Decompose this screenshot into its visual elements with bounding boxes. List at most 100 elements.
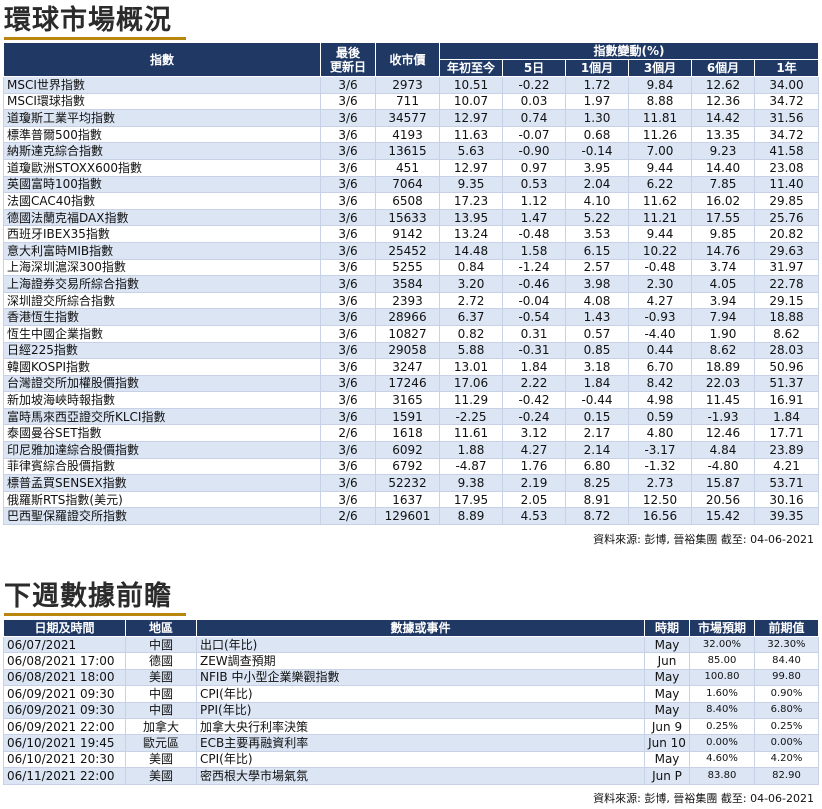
header-3m: 3個月 (628, 59, 692, 77)
table-row: 06/09/2021 09:30 中國 PPI(年比) May 8.40% 6.80% (3, 701, 819, 719)
cell-last-update: 3/6 (320, 457, 376, 476)
cell-ytd: 17.06 (439, 374, 503, 393)
cell-5d: 1.76 (502, 457, 566, 476)
cell-ytd: 11.63 (439, 125, 503, 144)
cell-3m: 6.22 (628, 175, 692, 194)
cell-6m: 14.76 (691, 241, 755, 260)
table-row: 標普孟買SENSEX指數 3/6 52232 9.38 2.19 8.25 2.73 15.8… (3, 474, 819, 492)
cell-close: 9142 (375, 225, 440, 243)
cell-6m: 12.62 (691, 76, 755, 94)
cell-close: 4193 (375, 125, 440, 144)
cell-5d: -1.24 (502, 258, 566, 277)
cell-forecast: 8.40% (689, 701, 755, 719)
cell-1m: 2.04 (565, 175, 629, 194)
header-previous: 前期值 (754, 619, 819, 637)
cell-period: Jun (644, 652, 690, 670)
cell-1y: 31.56 (754, 109, 819, 127)
cell-ytd: 5.63 (439, 142, 503, 160)
cell-last-update: 3/6 (320, 208, 376, 227)
cell-last-update: 3/6 (320, 308, 376, 326)
cell-datetime: 06/07/2021 (3, 635, 126, 654)
cell-3m: 8.42 (628, 374, 692, 393)
table-row: 新加坡海峽時報指數 3/6 3165 11.29 -0.42 -0.44 4.98 11.45… (3, 391, 819, 409)
cell-3m: 0.59 (628, 407, 692, 426)
cell-3m: 4.27 (628, 291, 692, 310)
table-row: 06/09/2021 22:00 加拿大 加拿大央行利率決策 Jun 9 0.25% 0.… (3, 717, 819, 736)
cell-index-name: 德國法蘭克福DAX指數 (3, 208, 321, 227)
cell-region: 歐元區 (125, 734, 197, 752)
cell-period: Jun P (644, 767, 690, 785)
cell-last-update: 3/6 (320, 175, 376, 194)
header-ytd: 年初至今 (439, 59, 503, 77)
cell-forecast: 4.60% (689, 750, 755, 769)
cell-last-update: 3/6 (320, 358, 376, 376)
cell-1y: 1.84 (754, 407, 819, 426)
table-row: 上海證券交易所綜合指數 3/6 3584 3.20 -0.46 3.98 2.30 4.05 2… (3, 275, 819, 293)
cell-6m: 7.85 (691, 175, 755, 194)
cell-last-update: 3/6 (320, 125, 376, 144)
table-row: 日經225指數 3/6 29058 5.88 -0.31 0.85 0.44 8.62 28.0… (3, 341, 819, 360)
cell-previous: 99.80 (754, 668, 819, 687)
cell-1m: 3.95 (565, 158, 629, 177)
cell-1m: 6.80 (565, 457, 629, 476)
cell-1m: 1.43 (565, 308, 629, 326)
cell-1m: -0.14 (565, 142, 629, 160)
cell-period: Jun 9 (644, 717, 690, 736)
cell-3m: 6.70 (628, 358, 692, 376)
table-row: MSCI世界指數 3/6 2973 10.51 -0.22 1.72 9.84 12.62 34… (3, 76, 819, 94)
header-index: 指數 (3, 42, 321, 77)
cell-index-name: 韓國KOSPI指數 (3, 358, 321, 376)
cell-1y: 16.91 (754, 391, 819, 409)
cell-6m: 7.94 (691, 308, 755, 326)
cell-close: 3165 (375, 391, 440, 409)
cell-1m: 4.10 (565, 192, 629, 210)
cell-1y: 30.16 (754, 490, 819, 509)
cell-period: May (644, 668, 690, 687)
cell-1y: 20.82 (754, 225, 819, 243)
cell-6m: 18.89 (691, 358, 755, 376)
cell-period: Jun 10 (644, 734, 690, 752)
cell-1m: 3.98 (565, 275, 629, 293)
cell-last-update: 3/6 (320, 391, 376, 409)
cell-close: 34577 (375, 109, 440, 127)
cell-last-update: 3/6 (320, 374, 376, 393)
cell-1m: 0.15 (565, 407, 629, 426)
cell-last-update: 3/6 (320, 92, 376, 111)
cell-1y: 34.00 (754, 76, 819, 94)
cell-5d: 1.12 (502, 192, 566, 210)
cell-1y: 50.96 (754, 358, 819, 376)
cell-index-name: 恆生中國企業指數 (3, 324, 321, 343)
cell-ytd: 9.38 (439, 474, 503, 492)
table-row: 台灣證交所加權股價指數 3/6 17246 17.06 2.22 1.84 8.42 22.0… (3, 374, 819, 393)
cell-1m: 6.15 (565, 241, 629, 260)
cell-event: PPI(年比) (196, 701, 645, 719)
cell-3m: -0.93 (628, 308, 692, 326)
cell-1m: 8.91 (565, 490, 629, 509)
cell-forecast: 32.00% (689, 635, 755, 654)
cell-last-update: 3/6 (320, 109, 376, 127)
cell-6m: 12.36 (691, 92, 755, 111)
cell-close: 3247 (375, 358, 440, 376)
cell-close: 451 (375, 158, 440, 177)
cell-3m: 11.26 (628, 125, 692, 144)
cell-index-name: 菲律賓綜合股價指數 (3, 457, 321, 476)
cell-close: 28966 (375, 308, 440, 326)
cell-last-update: 2/6 (320, 507, 376, 526)
cell-ytd: 12.97 (439, 158, 503, 177)
cell-close: 1618 (375, 424, 440, 443)
cell-3m: 16.56 (628, 507, 692, 526)
cell-ytd: 11.29 (439, 391, 503, 409)
cell-1y: 23.89 (754, 441, 819, 459)
cell-5d: 4.53 (502, 507, 566, 526)
cell-index-name: 富時馬來西亞證交所KLCI指數 (3, 407, 321, 426)
table-row: 道瓊歐洲STOXX600指數 3/6 451 12.97 0.97 3.95 9.44 14.… (3, 158, 819, 177)
table-row: 菲律賓綜合股價指數 3/6 6792 -4.87 1.76 6.80 -1.32 -4.80 4… (3, 457, 819, 476)
cell-1y: 25.76 (754, 208, 819, 227)
header-event: 數據或事件 (196, 619, 645, 637)
header-last-update: 最後 更新日 (320, 42, 376, 77)
cell-forecast: 0.25% (689, 717, 755, 736)
cell-close: 7064 (375, 175, 440, 194)
cell-index-name: 標準普爾500指數 (3, 125, 321, 144)
cell-5d: -0.48 (502, 225, 566, 243)
cell-1m: 3.18 (565, 358, 629, 376)
